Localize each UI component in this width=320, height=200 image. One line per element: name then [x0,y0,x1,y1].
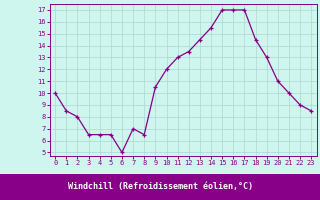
Text: Windchill (Refroidissement éolien,°C): Windchill (Refroidissement éolien,°C) [68,182,252,192]
